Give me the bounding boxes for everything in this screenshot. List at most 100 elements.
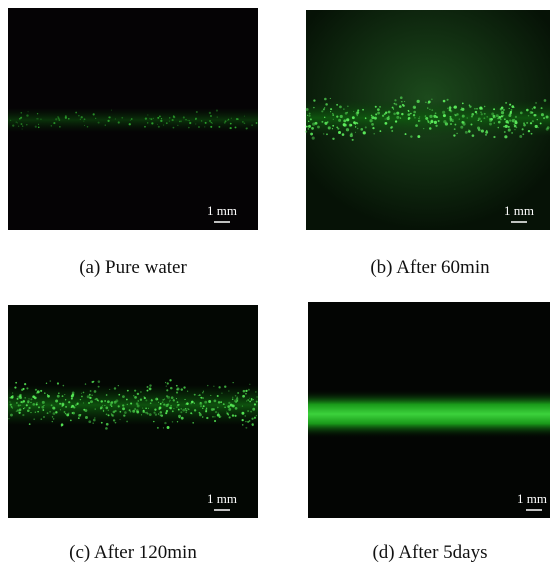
particle — [408, 110, 410, 113]
particle — [453, 105, 457, 109]
particle — [245, 420, 247, 423]
particle — [401, 112, 404, 116]
particle — [308, 112, 311, 115]
particle — [64, 116, 67, 119]
particle — [125, 398, 128, 401]
particle — [228, 401, 231, 404]
particle — [84, 383, 87, 385]
particle — [201, 416, 204, 418]
particle — [339, 114, 343, 119]
particle — [18, 411, 21, 414]
particle — [224, 406, 226, 409]
particle — [133, 395, 135, 397]
particle — [187, 119, 189, 122]
particle — [504, 118, 506, 121]
particle — [36, 402, 38, 404]
particle — [332, 112, 334, 115]
particle — [77, 417, 80, 419]
particle — [17, 404, 20, 407]
particle — [38, 406, 40, 409]
particle — [354, 131, 357, 133]
particle — [442, 110, 446, 114]
particle — [391, 130, 394, 132]
particle — [40, 389, 43, 392]
particle — [469, 105, 472, 108]
particle — [224, 120, 227, 123]
particle — [193, 393, 196, 396]
particle — [507, 125, 510, 128]
particle — [396, 115, 400, 119]
particle — [167, 403, 170, 406]
particle — [446, 98, 449, 101]
particle — [425, 116, 429, 120]
particle — [394, 99, 397, 102]
particle — [88, 420, 92, 424]
particle — [198, 413, 202, 417]
particle — [107, 409, 109, 411]
particle — [84, 416, 88, 420]
particle — [185, 403, 187, 405]
particle — [176, 387, 180, 391]
particle — [162, 427, 164, 429]
particle — [62, 384, 65, 387]
particle — [410, 135, 413, 138]
particle — [114, 118, 116, 120]
particle — [114, 421, 117, 424]
particle — [499, 118, 502, 121]
particle — [128, 123, 131, 126]
particle — [145, 399, 148, 402]
particle — [185, 119, 187, 121]
particle — [431, 109, 434, 111]
particle — [242, 389, 246, 393]
particle — [429, 114, 433, 118]
particle — [82, 402, 85, 404]
particle — [159, 411, 163, 414]
particle — [122, 395, 125, 399]
particle — [177, 124, 179, 126]
particle — [237, 118, 239, 120]
particle — [164, 421, 167, 425]
particle — [32, 403, 36, 406]
particle — [70, 394, 74, 398]
particle — [483, 105, 486, 108]
particle — [30, 401, 32, 404]
particle — [18, 408, 22, 412]
particle — [360, 128, 364, 131]
particle — [41, 405, 45, 409]
particle — [161, 401, 164, 404]
particle — [354, 122, 357, 124]
particle — [533, 106, 536, 109]
particle — [158, 413, 160, 415]
particle — [207, 384, 209, 387]
particle — [50, 125, 52, 127]
particle — [343, 123, 347, 128]
particle — [249, 383, 251, 385]
particle — [144, 411, 147, 414]
particle — [356, 114, 359, 117]
scale-label: 1 mm — [504, 203, 534, 218]
particle — [252, 398, 254, 401]
particle — [234, 399, 238, 403]
particle — [338, 118, 342, 122]
particle — [235, 401, 237, 403]
particle — [379, 105, 381, 108]
particle — [508, 107, 510, 110]
particle — [226, 412, 229, 415]
particle — [210, 125, 213, 128]
particle — [88, 393, 91, 396]
particle — [336, 126, 338, 129]
particle — [47, 394, 50, 398]
particle — [40, 118, 42, 120]
particle — [247, 410, 249, 412]
particle — [109, 403, 112, 406]
particle — [407, 113, 411, 116]
particle — [244, 415, 246, 417]
particle — [217, 401, 221, 404]
particle — [160, 118, 163, 120]
caption: (b) After 60min — [370, 257, 490, 278]
particle — [18, 125, 20, 127]
particle — [202, 390, 205, 392]
particle — [214, 411, 218, 414]
particle — [537, 126, 539, 129]
particle — [431, 98, 433, 100]
